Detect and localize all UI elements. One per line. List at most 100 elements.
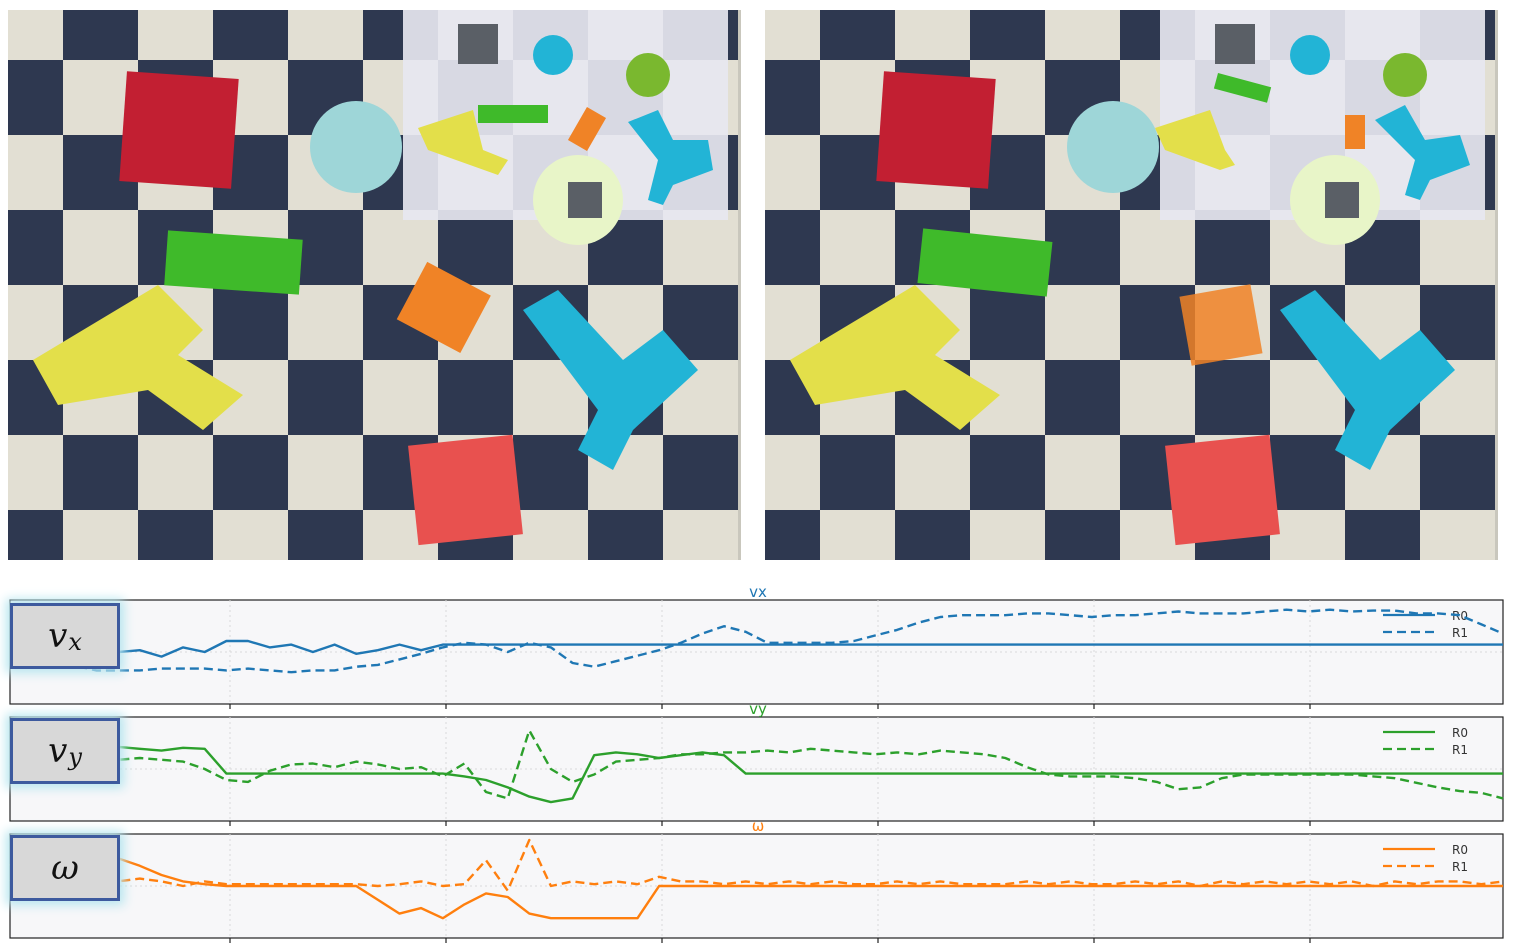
goal-gray-box bbox=[458, 24, 498, 64]
floor-tile-dark bbox=[1420, 435, 1495, 510]
legend-label-r0: R0 bbox=[1452, 843, 1468, 857]
floor-tile-light bbox=[820, 510, 895, 560]
floor-tile-light bbox=[1045, 10, 1120, 60]
legend-label-r1: R1 bbox=[1452, 626, 1468, 640]
floor-tile-dark bbox=[765, 210, 820, 285]
floor-tile-light bbox=[970, 510, 1045, 560]
floor-tile-dark bbox=[1045, 510, 1120, 560]
chart-title: vx bbox=[749, 583, 767, 601]
floor-tile-dark bbox=[970, 285, 1045, 360]
orange-block bbox=[396, 261, 491, 354]
legend-label-r0: R0 bbox=[1452, 726, 1468, 740]
legend-label-r0: R0 bbox=[1452, 609, 1468, 623]
floor-tile-light bbox=[820, 210, 895, 285]
label-vx-main: v bbox=[48, 616, 68, 656]
floor-tile-dark bbox=[820, 435, 895, 510]
floor-tile-light bbox=[765, 135, 820, 210]
label-omega: ω bbox=[10, 835, 120, 901]
floor-tile-light bbox=[213, 510, 288, 560]
floor-tile-dark bbox=[765, 510, 820, 560]
round-table bbox=[1067, 101, 1159, 193]
floor-tile-light bbox=[138, 10, 213, 60]
floor-tile-dark bbox=[213, 435, 288, 510]
chart-title: ω bbox=[752, 817, 765, 835]
floor-tile-dark bbox=[8, 210, 63, 285]
yellow-l-block bbox=[790, 285, 1000, 430]
floor-tile-light bbox=[288, 10, 363, 60]
floor-tile-light bbox=[8, 135, 63, 210]
floor-tile-dark bbox=[970, 435, 1045, 510]
floor-tile-dark bbox=[588, 510, 663, 560]
scene-image-right bbox=[765, 10, 1498, 560]
red-cube bbox=[119, 71, 239, 189]
chart-title: vy bbox=[749, 700, 767, 718]
legend-label-r1: R1 bbox=[1452, 860, 1468, 874]
floor-tile-light bbox=[765, 435, 820, 510]
goal-cyan-t bbox=[1375, 105, 1470, 200]
floor-tile-light bbox=[63, 210, 138, 285]
label-vy-main: v bbox=[48, 731, 68, 771]
goal-green-bar bbox=[1213, 73, 1272, 103]
floor-tile-light bbox=[1270, 510, 1345, 560]
floor-tile-light bbox=[663, 510, 738, 560]
green-bar bbox=[917, 228, 1053, 297]
floor-tile-light bbox=[288, 285, 363, 360]
floor-tile-light bbox=[63, 510, 138, 560]
floor-tile-dark bbox=[1270, 435, 1345, 510]
goal-green-cylinder bbox=[626, 53, 670, 97]
floor-tile-light bbox=[288, 435, 363, 510]
goal-gray-box-2 bbox=[1325, 182, 1359, 218]
floor-tile-dark bbox=[1195, 210, 1270, 285]
label-vx-sub: x bbox=[68, 628, 82, 656]
floor-tile-dark bbox=[63, 435, 138, 510]
floor-tile-light bbox=[1045, 285, 1120, 360]
chart-panel-1: vy R0 R1 bbox=[9, 700, 1504, 826]
yellow-l-block bbox=[33, 285, 243, 430]
orange-block bbox=[1179, 284, 1263, 366]
floor-tile-dark bbox=[213, 285, 288, 360]
goal-yellow-l bbox=[418, 110, 508, 175]
goal-gray-box-2 bbox=[568, 182, 602, 218]
floor-tile-light bbox=[895, 10, 970, 60]
green-bar bbox=[164, 230, 303, 295]
floor-tile-light bbox=[765, 10, 820, 60]
goal-cyan-cylinder bbox=[1290, 35, 1330, 75]
chart-panel-0: vx R0 R1 bbox=[9, 583, 1504, 709]
floor-tile-light bbox=[765, 285, 820, 360]
floor-tile-light bbox=[1045, 435, 1120, 510]
floor-tile-light bbox=[1120, 210, 1195, 285]
label-vy-sub: y bbox=[68, 743, 82, 771]
floor-tile-dark bbox=[513, 435, 588, 510]
floor-tile-light bbox=[8, 285, 63, 360]
series-line-r0 bbox=[9, 857, 1503, 920]
floor-tile-dark bbox=[8, 60, 63, 135]
floor-tile-light bbox=[1420, 510, 1495, 560]
cyan-t-block bbox=[1280, 290, 1455, 470]
series-line-r0 bbox=[9, 639, 1503, 669]
floor-tile-dark bbox=[438, 210, 513, 285]
floor-tile-dark bbox=[1345, 510, 1420, 560]
scene-left-canvas bbox=[8, 10, 738, 560]
red-cube bbox=[876, 71, 996, 189]
goal-orange-block bbox=[1345, 115, 1365, 149]
floor-tile-light bbox=[663, 210, 738, 285]
goal-orange-block bbox=[567, 107, 607, 151]
floor-tile-dark bbox=[765, 60, 820, 135]
floor-tile-light bbox=[895, 435, 970, 510]
chart-panel-2: ω R0 R1 bbox=[9, 817, 1504, 943]
floor-tile-dark bbox=[63, 10, 138, 60]
goal-cyan-t bbox=[628, 110, 713, 205]
goal-cyan-cylinder bbox=[533, 35, 573, 75]
floor-tile-dark bbox=[438, 360, 513, 435]
salmon-cube bbox=[408, 434, 523, 546]
floor-tile-dark bbox=[1195, 360, 1270, 435]
floor-tile-light bbox=[1120, 360, 1195, 435]
cyan-t-block bbox=[523, 290, 698, 470]
floor-tile-dark bbox=[895, 510, 970, 560]
floor-tile-dark bbox=[213, 10, 288, 60]
series-line-r1 bbox=[9, 729, 1504, 800]
floor-tile-dark bbox=[288, 360, 363, 435]
